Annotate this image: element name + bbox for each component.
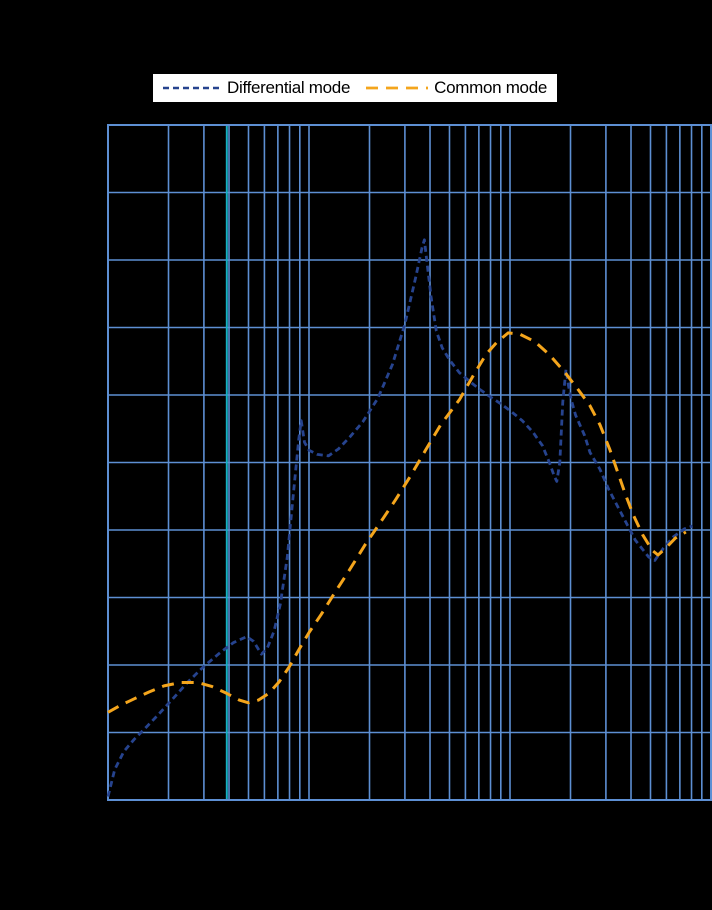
legend-item-differential: Differential mode [163, 78, 350, 98]
legend-label-differential: Differential mode [227, 78, 351, 97]
plot-frame [107, 124, 712, 801]
common-mode-curve [107, 331, 687, 714]
legend-item-common: Common mode [366, 78, 547, 98]
differential-line-icon [163, 86, 221, 90]
differential-mode-curve [106, 238, 694, 797]
legend: Differential mode Common mode [153, 74, 558, 102]
legend-label-common: Common mode [434, 78, 548, 97]
common-line-icon [366, 86, 429, 90]
